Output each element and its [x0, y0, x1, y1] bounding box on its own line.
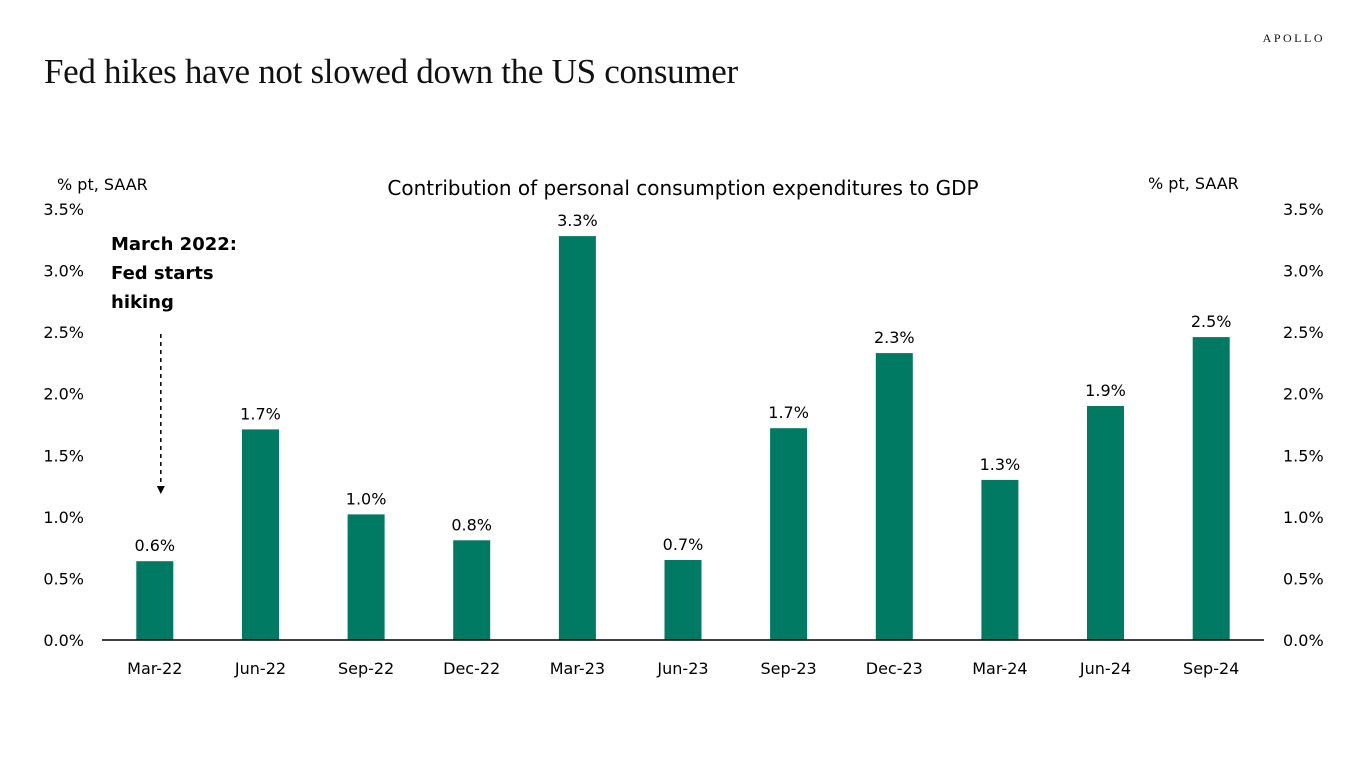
x-tick-label-Sep-24: Sep-24 — [1183, 659, 1239, 678]
bar-Jun-24 — [1087, 406, 1124, 640]
data-label-Mar-22: 0.6% — [134, 536, 175, 555]
fed-hiking-annotation: March 2022: Fed starts hiking — [111, 234, 237, 494]
annotation-line: March 2022: — [111, 234, 237, 255]
right-y-tick-label: 2.5% — [1283, 323, 1324, 342]
brand-logo: APOLLO — [1262, 31, 1325, 45]
data-label-Jun-24: 1.9% — [1085, 381, 1126, 400]
x-tick-label-Sep-22: Sep-22 — [338, 659, 394, 678]
right-y-tick-label: 2.0% — [1283, 385, 1324, 404]
left-y-tick-label: 3.5% — [43, 200, 84, 219]
right-y-tick-label: 1.0% — [1283, 508, 1324, 527]
bar-Sep-23 — [770, 428, 808, 640]
bar-Sep-24 — [1192, 337, 1230, 640]
right-y-tick-label: 0.0% — [1283, 631, 1324, 650]
x-tick-label-Mar-24: Mar-24 — [972, 659, 1027, 678]
right-y-tick-label: 3.5% — [1283, 200, 1324, 219]
left-y-tick-label: 3.0% — [43, 262, 84, 281]
left-y-tick-label: 2.0% — [43, 385, 84, 404]
x-tick-label-Jun-23: Jun-23 — [656, 659, 708, 678]
x-tick-label-Dec-23: Dec-23 — [866, 659, 923, 678]
x-tick-label-Mar-22: Mar-22 — [127, 659, 182, 678]
right-y-tick-label: 3.0% — [1283, 262, 1324, 281]
data-label-Mar-24: 1.3% — [980, 455, 1021, 474]
annotation-line: hiking — [111, 292, 174, 313]
x-tick-label-Dec-22: Dec-22 — [443, 659, 500, 678]
data-label-Mar-23: 3.3% — [557, 211, 598, 230]
x-tick-label-Mar-23: Mar-23 — [550, 659, 605, 678]
annotation-arrowhead — [156, 486, 165, 494]
x-tick-label-Jun-22: Jun-22 — [234, 659, 286, 678]
bar-Jun-22 — [242, 429, 279, 640]
bar-Mar-22 — [136, 561, 174, 640]
data-label-Dec-23: 2.3% — [874, 328, 915, 347]
page-title: Fed hikes have not slowed down the US co… — [44, 52, 738, 91]
left-y-tick-label: 1.5% — [43, 446, 84, 465]
right-y-tick-label: 1.5% — [1283, 446, 1324, 465]
data-labels: 0.6% 1.7% 1.0% 0.8% 3.3% 0.7% 1.7% 2.3% 1.3% 1.9%… — [134, 211, 1231, 555]
left-y-tick-label: 0.5% — [43, 569, 84, 588]
left-axis: 0.0% 0.5% 1.0% 1.5% 2.0% 2.5% 3.0% 3.5% — [43, 200, 84, 650]
chart-title: Contribution of personal consumption exp… — [387, 176, 978, 200]
left-y-tick-label: 0.0% — [43, 631, 84, 650]
bar-series — [136, 236, 1230, 640]
right-axis-unit: % pt, SAAR — [1148, 174, 1239, 193]
data-label-Jun-22: 1.7% — [240, 404, 281, 423]
right-axis: 0.0% 0.5% 1.0% 1.5% 2.0% 2.5% 3.0% 3.5% — [1283, 200, 1324, 650]
bar-Dec-23 — [875, 353, 913, 640]
x-tick-label-Sep-23: Sep-23 — [760, 659, 816, 678]
x-tick-label-Jun-24: Jun-24 — [1079, 659, 1131, 678]
bar-Mar-23 — [558, 236, 596, 640]
data-label-Jun-23: 0.7% — [663, 535, 704, 554]
annotation-line: Fed starts — [111, 263, 214, 284]
bar-Sep-22 — [347, 514, 385, 640]
x-axis: Mar-22 Jun-22 Sep-22 Dec-22 Mar-23 Jun-23 Sep-… — [127, 659, 1239, 678]
data-label-Sep-24: 2.5% — [1191, 312, 1232, 331]
data-label-Sep-23: 1.7% — [768, 403, 809, 422]
data-label-Dec-22: 0.8% — [451, 515, 492, 534]
left-y-tick-label: 1.0% — [43, 508, 84, 527]
data-label-Sep-22: 1.0% — [346, 489, 387, 508]
left-axis-unit: % pt, SAAR — [57, 175, 148, 194]
bar-Mar-24 — [981, 479, 1019, 640]
bar-Dec-22 — [453, 540, 491, 640]
bar-Jun-23 — [664, 560, 702, 640]
left-y-tick-label: 2.5% — [43, 323, 84, 342]
right-y-tick-label: 0.5% — [1283, 569, 1324, 588]
